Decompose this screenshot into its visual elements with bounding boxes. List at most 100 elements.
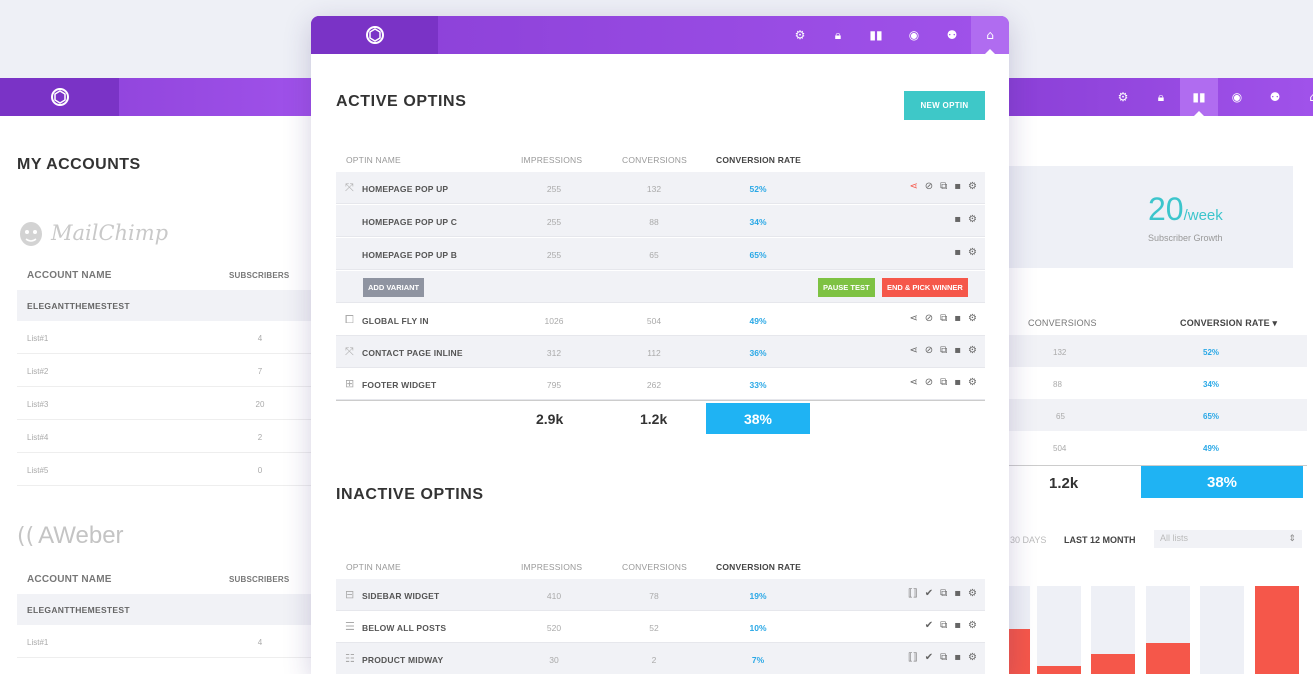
- settings-icon[interactable]: ⚙: [968, 247, 977, 258]
- filter-last-12-month[interactable]: LAST 12 MONTH: [1064, 535, 1136, 545]
- list-item[interactable]: List#1 4: [17, 625, 320, 658]
- delete-icon[interactable]: ▪: [954, 588, 962, 599]
- list-name: List#2: [27, 367, 49, 376]
- cell-rate: 65%: [1203, 412, 1220, 421]
- settings-icon[interactable]: ⚙: [968, 313, 977, 324]
- duplicate-icon[interactable]: ⧉: [940, 588, 948, 599]
- shortcode-icon[interactable]: ⟦⟧: [907, 652, 918, 663]
- settings-icon[interactable]: ⚙: [968, 181, 977, 192]
- disable-icon[interactable]: ⊘: [924, 181, 934, 192]
- list-item[interactable]: List#3 20: [17, 387, 320, 420]
- lock-icon[interactable]: 🔒︎: [1157, 89, 1165, 104]
- share-icon[interactable]: ⋖: [909, 377, 918, 388]
- widget-type-icon: ⊟: [345, 588, 355, 601]
- check-icon[interactable]: ✔: [924, 588, 934, 599]
- home-icon[interactable]: ⌂: [971, 16, 1009, 55]
- disable-icon[interactable]: ⊘: [924, 345, 934, 356]
- cell-impressions: 1026: [544, 316, 564, 326]
- gear-icon[interactable]: ⚙: [794, 28, 806, 42]
- account-row[interactable]: ELEGANTTHEMESTEST: [17, 290, 320, 321]
- table-row[interactable]: ⤧ CONTACT PAGE INLINE 312 112 36% ⋖ ⊘ ⧉ ▪ ⚙: [336, 336, 985, 368]
- delete-icon[interactable]: ▪: [954, 214, 962, 225]
- table-row[interactable]: ⊟ SIDEBAR WIDGET 410 78 19% ⟦⟧ ✔ ⧉ ▪ ⚙: [336, 579, 985, 611]
- delete-icon[interactable]: ▪: [954, 313, 962, 324]
- settings-icon[interactable]: ⚙: [968, 620, 977, 631]
- top-nav-bar: ⚙ 🔒︎ ▮▮ ◉ ⚉ ⌂: [990, 78, 1313, 117]
- list-item[interactable]: List#2 7: [17, 354, 320, 387]
- col-conversion-rate-sort[interactable]: CONVERSION RATE ▾: [1180, 318, 1278, 328]
- table-row[interactable]: 132 52%: [990, 335, 1307, 367]
- table-row[interactable]: 88 34%: [990, 367, 1307, 399]
- settings-icon[interactable]: ⚙: [968, 214, 977, 225]
- delete-icon[interactable]: ▪: [954, 247, 962, 258]
- table-row[interactable]: HOMEPAGE POP UP C 255 88 34% ▪ ⚙: [336, 205, 985, 237]
- support-icon[interactable]: ◉: [908, 28, 920, 42]
- delete-icon[interactable]: ▪: [954, 620, 962, 631]
- duplicate-icon[interactable]: ⧉: [940, 652, 948, 663]
- cell-impressions: 255: [546, 250, 562, 260]
- mailchimp-logo: MailChimp: [17, 218, 168, 248]
- duplicate-icon[interactable]: ⧉: [940, 620, 948, 631]
- stats-icon[interactable]: ▮▮: [1180, 78, 1218, 117]
- table-row[interactable]: HOMEPAGE POP UP B 255 65 65% ▪ ⚙: [336, 238, 985, 270]
- aweber-logo: (( AWeber: [17, 522, 124, 550]
- list-item[interactable]: List#1 4: [17, 321, 320, 354]
- duplicate-icon[interactable]: ⧉: [940, 377, 948, 388]
- check-icon[interactable]: ✔: [924, 652, 934, 663]
- table-row[interactable]: ⤧ HOMEPAGE POP UP 255 132 52% ⋖ ⊘ ⧉ ▪ ⚙: [336, 172, 985, 204]
- cell-conversions: 504: [646, 316, 662, 326]
- delete-icon[interactable]: ▪: [954, 181, 962, 192]
- new-optin-button[interactable]: NEW OPTIN: [904, 91, 985, 120]
- duplicate-icon[interactable]: ⧉: [940, 181, 948, 192]
- table-row[interactable]: ☰ BELOW ALL POSTS 520 52 10% ✔ ⧉ ▪ ⚙: [336, 611, 985, 643]
- pause-test-button[interactable]: PAUSE TEST: [818, 278, 875, 297]
- cell-impressions: 520: [546, 623, 562, 633]
- delete-icon[interactable]: ▪: [954, 377, 962, 388]
- settings-icon[interactable]: ⚙: [968, 345, 977, 356]
- top-nav-bar: [0, 78, 320, 116]
- logo-icon[interactable]: [311, 16, 438, 54]
- page-title: MY ACCOUNTS: [17, 156, 141, 173]
- accounts-icon[interactable]: ⚉: [946, 28, 958, 42]
- share-icon[interactable]: ⋖: [909, 345, 918, 356]
- cell-conversions: 88: [1053, 380, 1062, 389]
- table-row[interactable]: ⧠ GLOBAL FLY IN 1026 504 49% ⋖ ⊘ ⧉ ▪ ⚙: [336, 304, 985, 336]
- settings-icon[interactable]: ⚙: [968, 652, 977, 663]
- table-row[interactable]: ☷ PRODUCT MIDWAY 30 2 7% ⟦⟧ ✔ ⧉ ▪ ⚙: [336, 643, 985, 674]
- aweber-brand: AWeber: [38, 522, 124, 549]
- duplicate-icon[interactable]: ⧉: [940, 345, 948, 356]
- settings-icon[interactable]: ⚙: [968, 377, 977, 388]
- col-conversions: CONVERSIONS: [1028, 318, 1097, 328]
- share-icon[interactable]: ⋖: [909, 313, 918, 324]
- table-row[interactable]: 65 65%: [990, 399, 1307, 431]
- share-icon[interactable]: ⋖: [909, 181, 918, 192]
- list-item[interactable]: List#5 0: [17, 453, 320, 486]
- disable-icon[interactable]: ⊘: [924, 313, 934, 324]
- cell-rate: 52%: [1203, 348, 1220, 357]
- logo-icon[interactable]: [0, 78, 119, 116]
- check-icon[interactable]: ✔: [924, 620, 934, 631]
- add-variant-button[interactable]: ADD VARIANT: [363, 278, 425, 297]
- disable-icon[interactable]: ⊘: [924, 377, 934, 388]
- delete-icon[interactable]: ▪: [954, 345, 962, 356]
- shortcode-icon[interactable]: ⟦⟧: [907, 588, 918, 599]
- gear-icon[interactable]: ⚙: [1117, 90, 1129, 104]
- lock-icon[interactable]: 🔒︎: [834, 27, 842, 42]
- table-row[interactable]: 504 49%: [990, 431, 1307, 463]
- delete-icon[interactable]: ▪: [954, 652, 962, 663]
- account-row[interactable]: ELEGANTTHEMESTEST: [17, 594, 320, 625]
- list-subs: 2: [257, 433, 263, 442]
- support-icon[interactable]: ◉: [1231, 90, 1243, 104]
- accounts-panel: MY ACCOUNTS MailChimp ACCOUNT NAME SUBSC…: [0, 78, 320, 674]
- stats-icon[interactable]: ▮▮: [869, 28, 883, 42]
- accounts-icon[interactable]: ⚉: [1269, 90, 1281, 104]
- lists-select[interactable]: All lists ⇕: [1154, 530, 1302, 548]
- duplicate-icon[interactable]: ⧉: [940, 313, 948, 324]
- filter-30-days[interactable]: 30 DAYS: [1010, 535, 1047, 545]
- list-item[interactable]: List#4 2: [17, 420, 320, 453]
- table-row[interactable]: ⊞ FOOTER WIDGET 795 262 33% ⋖ ⊘ ⧉ ▪ ⚙: [336, 368, 985, 400]
- home-icon[interactable]: ⌂: [1294, 78, 1313, 116]
- settings-icon[interactable]: ⚙: [968, 588, 977, 599]
- cell-rate: 19%: [749, 591, 767, 601]
- end-pick-winner-button[interactable]: END & PICK WINNER: [882, 278, 968, 297]
